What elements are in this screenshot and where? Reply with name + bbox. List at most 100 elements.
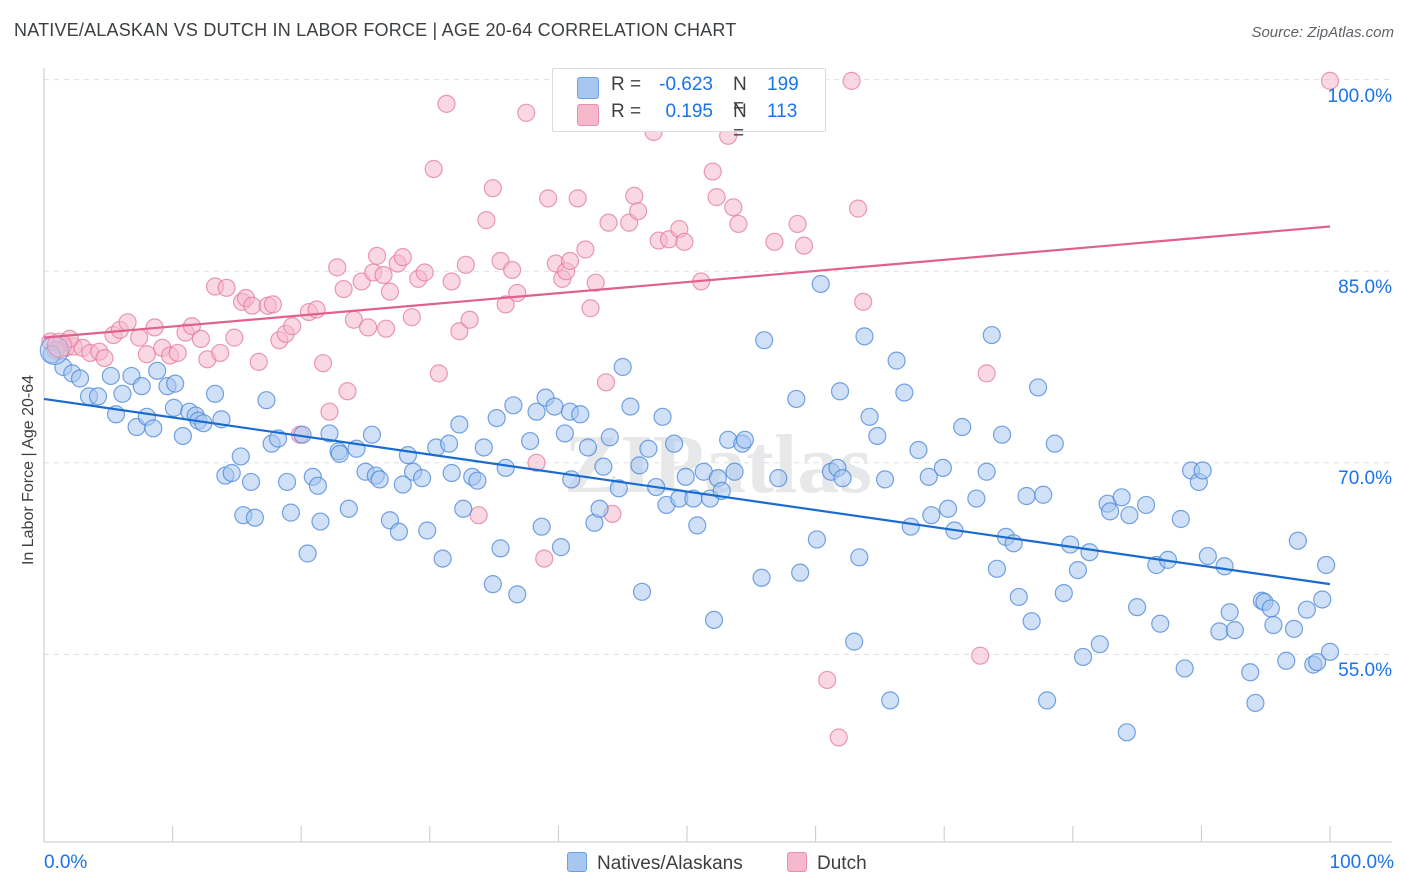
dutch-point bbox=[393, 248, 412, 267]
natives-point bbox=[241, 472, 261, 492]
natives-point bbox=[70, 369, 90, 388]
natives-point bbox=[791, 563, 810, 582]
natives-point bbox=[895, 383, 914, 402]
natives-point bbox=[88, 387, 108, 406]
dutch-point bbox=[707, 188, 726, 207]
natives-point bbox=[688, 516, 707, 535]
dutch-point bbox=[249, 352, 268, 371]
dutch-point bbox=[358, 318, 378, 337]
natives-point bbox=[933, 458, 953, 478]
natives-point bbox=[639, 439, 658, 458]
dutch-point bbox=[263, 295, 283, 314]
natives-point bbox=[205, 384, 225, 403]
dutch-point bbox=[225, 328, 244, 347]
natives-point bbox=[967, 489, 986, 508]
dutch-point bbox=[818, 670, 837, 690]
natives-point bbox=[545, 397, 564, 416]
y-tick-label: 85.0% bbox=[1338, 277, 1392, 298]
natives-point bbox=[845, 632, 864, 651]
natives-point bbox=[491, 539, 510, 558]
natives-point bbox=[1220, 603, 1239, 622]
natives-point bbox=[132, 377, 151, 396]
dutch-point bbox=[729, 214, 748, 234]
natives-point bbox=[433, 549, 452, 568]
dutch-point bbox=[842, 71, 861, 90]
natives-point bbox=[148, 361, 167, 380]
natives-point bbox=[621, 397, 640, 416]
natives-point bbox=[1246, 693, 1265, 713]
natives-swatch bbox=[577, 77, 599, 99]
dutch-point bbox=[848, 199, 868, 218]
natives-point bbox=[860, 407, 879, 426]
dutch-point bbox=[794, 236, 814, 255]
dutch-point bbox=[367, 246, 387, 265]
natives-point bbox=[992, 425, 1012, 444]
natives-point bbox=[833, 469, 852, 488]
natives-point bbox=[987, 559, 1007, 578]
natives-point bbox=[1210, 622, 1229, 641]
dutch-point bbox=[1320, 71, 1340, 90]
natives-point bbox=[1061, 535, 1080, 554]
natives-point bbox=[676, 467, 695, 486]
natives-point bbox=[901, 517, 920, 536]
natives-point bbox=[1313, 590, 1332, 609]
natives-point bbox=[752, 568, 771, 587]
y-tick-label: 70.0% bbox=[1338, 468, 1392, 489]
natives-point bbox=[977, 462, 996, 481]
n-label: N = bbox=[733, 74, 747, 117]
natives-point bbox=[594, 457, 613, 476]
source-label: Source: ZipAtlas.com bbox=[1251, 24, 1394, 41]
natives-point bbox=[769, 469, 788, 488]
natives-point bbox=[578, 438, 598, 457]
natives-point bbox=[1017, 486, 1036, 506]
dutch-point bbox=[424, 159, 443, 179]
dutch-point bbox=[437, 94, 456, 113]
dutch-point bbox=[971, 646, 990, 665]
natives-point bbox=[1090, 635, 1109, 654]
natives-point bbox=[1028, 378, 1048, 397]
dutch-point bbox=[243, 296, 262, 315]
natives-point bbox=[450, 415, 469, 434]
natives-point bbox=[1308, 652, 1327, 672]
natives-point bbox=[1045, 434, 1064, 453]
natives-point bbox=[555, 424, 574, 443]
natives-point bbox=[257, 391, 276, 410]
chart-title: NATIVE/ALASKAN VS DUTCH IN LABOR FORCE |… bbox=[14, 20, 737, 40]
natives-point bbox=[551, 538, 571, 557]
dutch-point bbox=[211, 343, 230, 363]
n-label: N = bbox=[733, 101, 747, 144]
natives-point bbox=[418, 521, 437, 540]
dutch-point bbox=[724, 198, 743, 217]
natives-point bbox=[938, 499, 958, 518]
legend-item-natives: Natives/Alaskans bbox=[567, 852, 743, 875]
dutch-point bbox=[854, 292, 873, 311]
natives-point bbox=[1284, 619, 1304, 638]
natives-point bbox=[919, 467, 938, 486]
dutch-point bbox=[977, 364, 996, 383]
natives-point bbox=[166, 374, 185, 393]
natives-point bbox=[508, 585, 527, 604]
dutch-point bbox=[380, 282, 400, 301]
natives-point bbox=[653, 407, 672, 426]
natives-point bbox=[982, 325, 1001, 345]
natives-point bbox=[725, 462, 744, 481]
natives-point bbox=[811, 274, 830, 294]
natives-point bbox=[362, 425, 382, 444]
natives-point bbox=[173, 426, 192, 446]
natives-point bbox=[632, 582, 652, 601]
natives-point bbox=[298, 544, 317, 563]
dutch-point bbox=[376, 319, 396, 338]
natives-point bbox=[1137, 495, 1156, 515]
natives-point bbox=[308, 476, 328, 495]
natives-point bbox=[1193, 461, 1212, 480]
natives-point bbox=[1277, 651, 1296, 670]
dutch-point bbox=[460, 310, 479, 329]
dutch-point bbox=[456, 255, 475, 274]
dutch-point bbox=[629, 202, 648, 221]
dutch-point bbox=[539, 189, 558, 208]
natives-point bbox=[113, 384, 132, 403]
natives-point bbox=[922, 506, 941, 525]
natives-point bbox=[330, 444, 349, 463]
dutch-point bbox=[527, 453, 546, 472]
